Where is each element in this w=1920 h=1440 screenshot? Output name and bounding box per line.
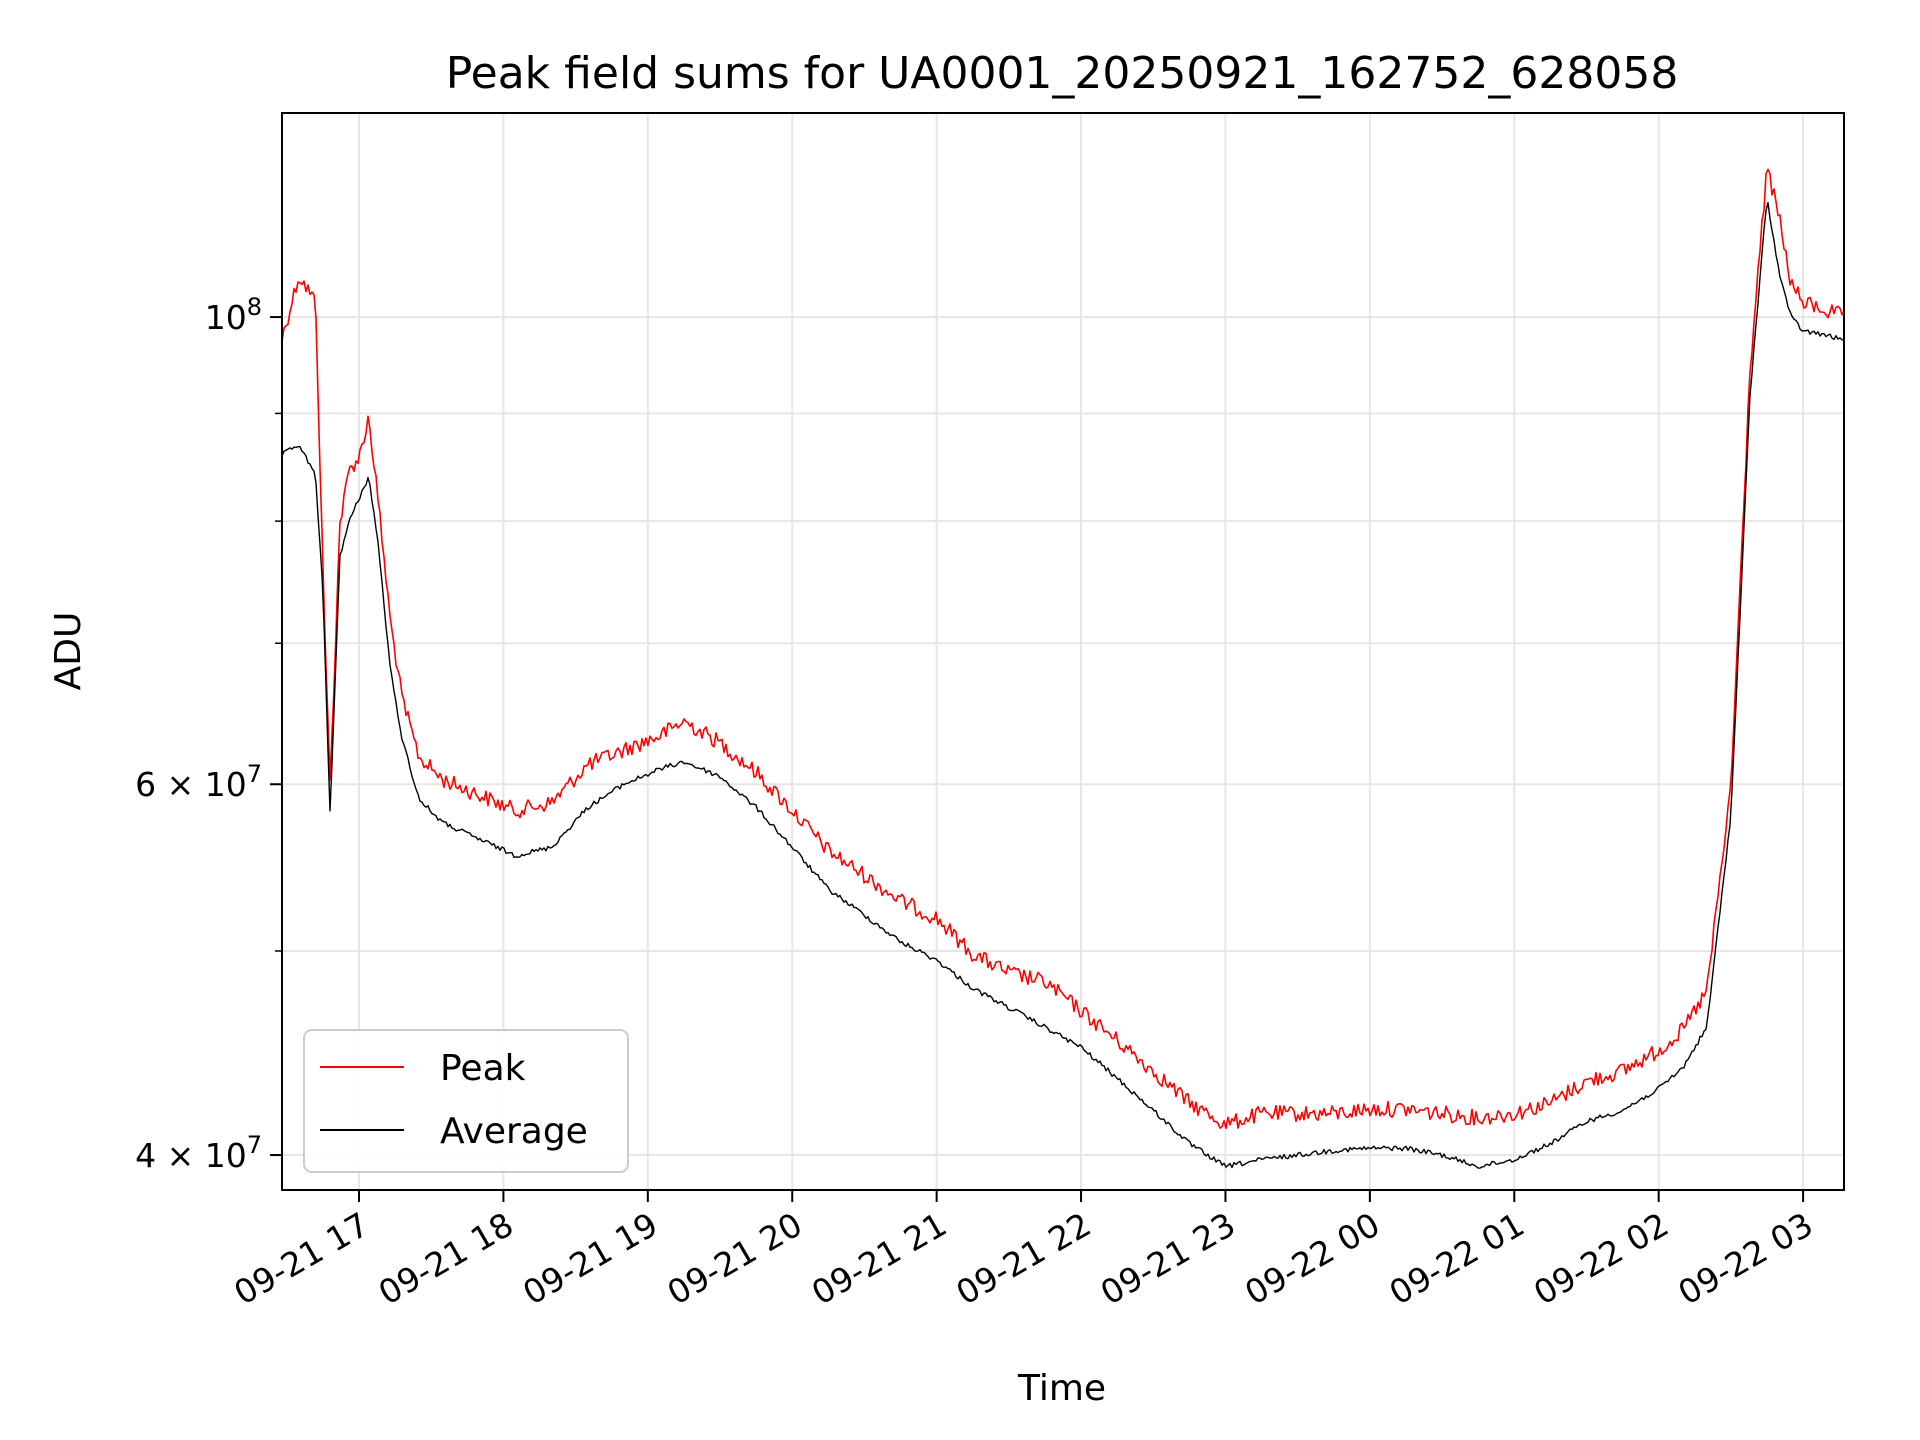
series-line-average: [282, 201, 1844, 1169]
y-tick-label: 108: [205, 293, 262, 337]
series-layer: [282, 168, 1844, 1169]
y-tick-label: 4 × 107: [135, 1131, 262, 1175]
legend-label-peak: Peak: [440, 1048, 526, 1089]
y-axis: 4 × 107 6 × 107 108: [135, 293, 282, 1175]
legend: Peak Average: [303, 1029, 629, 1173]
legend-box: [303, 1029, 629, 1173]
plot-frame: [281, 112, 1845, 1191]
plot-area: [281, 112, 1845, 1191]
chart-title: Peak field sums for UA0001_20250921_1627…: [446, 48, 1679, 99]
legend-label-average: Average: [440, 1111, 588, 1152]
x-axis-label: Time: [1017, 1368, 1106, 1409]
y-tick-label: 6 × 107: [135, 760, 262, 804]
series-line-peak: [282, 168, 1844, 1130]
y-axis-label: ADU: [48, 612, 89, 691]
